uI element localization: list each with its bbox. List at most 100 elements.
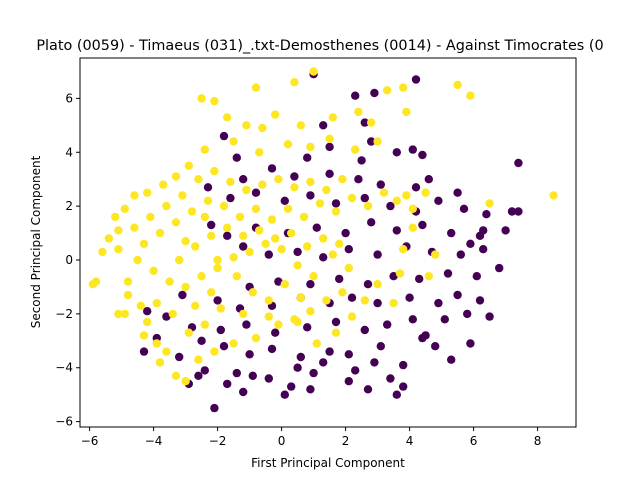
data-point (466, 239, 475, 248)
data-point (411, 183, 421, 192)
y-tick-label: 4 (65, 145, 73, 159)
data-point (248, 288, 257, 297)
data-point (299, 212, 309, 222)
data-point (328, 250, 337, 259)
data-point (392, 390, 401, 399)
x-tick-label: −2 (209, 434, 227, 448)
data-point (373, 250, 382, 259)
data-point (351, 366, 360, 375)
data-point (248, 371, 257, 380)
data-point (149, 266, 158, 275)
data-point (187, 207, 197, 216)
data-point (280, 196, 289, 205)
x-axis-label: First Principal Component (251, 456, 405, 470)
data-point (347, 193, 357, 203)
data-point (251, 188, 261, 197)
data-point (143, 307, 152, 316)
data-point (312, 223, 321, 232)
x-tick-label: 6 (470, 434, 478, 448)
x-tick-label: −6 (81, 434, 99, 448)
data-point (485, 312, 494, 321)
data-point (322, 185, 331, 195)
data-point (306, 142, 315, 152)
data-point (175, 255, 184, 265)
data-point (264, 312, 273, 321)
y-tick-label: −4 (55, 361, 73, 375)
data-point (171, 172, 181, 181)
data-point (213, 296, 222, 305)
data-point (293, 247, 302, 257)
data-point (171, 218, 181, 227)
data-point (482, 210, 491, 219)
data-point (232, 153, 241, 162)
y-tick-label: 6 (65, 91, 73, 105)
x-axis: −6 −4 −2 0 2 4 6 8 (81, 427, 542, 448)
data-point (197, 336, 206, 345)
data-point (200, 145, 209, 154)
data-point (447, 355, 456, 364)
data-point (203, 183, 213, 192)
data-point (514, 158, 523, 168)
data-point (351, 145, 360, 154)
data-point (293, 261, 302, 270)
data-point (136, 301, 145, 310)
data-point (319, 234, 328, 243)
data-point (392, 196, 401, 205)
data-point (418, 150, 427, 160)
data-point (232, 272, 241, 281)
data-point (111, 212, 120, 222)
data-point (229, 253, 238, 262)
data-point (453, 290, 462, 300)
data-point (242, 320, 251, 329)
data-point (367, 218, 376, 227)
data-point (216, 304, 225, 313)
data-point (168, 309, 177, 319)
data-point (251, 83, 261, 92)
data-point (328, 113, 337, 122)
data-point (431, 342, 440, 351)
data-point (389, 298, 398, 308)
data-point (344, 263, 353, 273)
data-point (363, 201, 373, 211)
data-point (191, 301, 200, 310)
data-point (485, 199, 494, 208)
data-point (344, 245, 353, 254)
data-point (235, 212, 245, 222)
data-point (373, 298, 382, 308)
data-point (495, 263, 504, 273)
data-point (264, 296, 273, 305)
data-point (312, 339, 321, 348)
data-point (331, 328, 341, 337)
data-point (207, 220, 216, 230)
data-point (229, 339, 238, 348)
data-point (408, 315, 417, 324)
data-point (408, 145, 417, 154)
data-point (271, 328, 280, 337)
data-point (159, 180, 168, 189)
data-point (219, 342, 229, 351)
x-tick-label: 8 (534, 434, 542, 448)
data-point (184, 161, 193, 170)
data-point (392, 226, 401, 235)
data-point (239, 242, 248, 251)
data-point (280, 280, 289, 289)
data-point (357, 156, 366, 165)
data-point (139, 331, 149, 340)
data-point (376, 342, 385, 351)
data-point (293, 317, 302, 327)
data-point (319, 121, 328, 130)
data-point (239, 387, 248, 397)
data-point (331, 199, 341, 208)
data-point (226, 193, 235, 203)
data-point (197, 94, 206, 103)
data-point (360, 296, 369, 305)
data-point (354, 107, 363, 117)
data-point (507, 207, 517, 216)
data-point (165, 277, 174, 286)
data-point (296, 352, 305, 362)
data-point (287, 382, 296, 391)
data-point (162, 347, 171, 356)
data-point (306, 177, 315, 187)
data-point (351, 91, 360, 100)
